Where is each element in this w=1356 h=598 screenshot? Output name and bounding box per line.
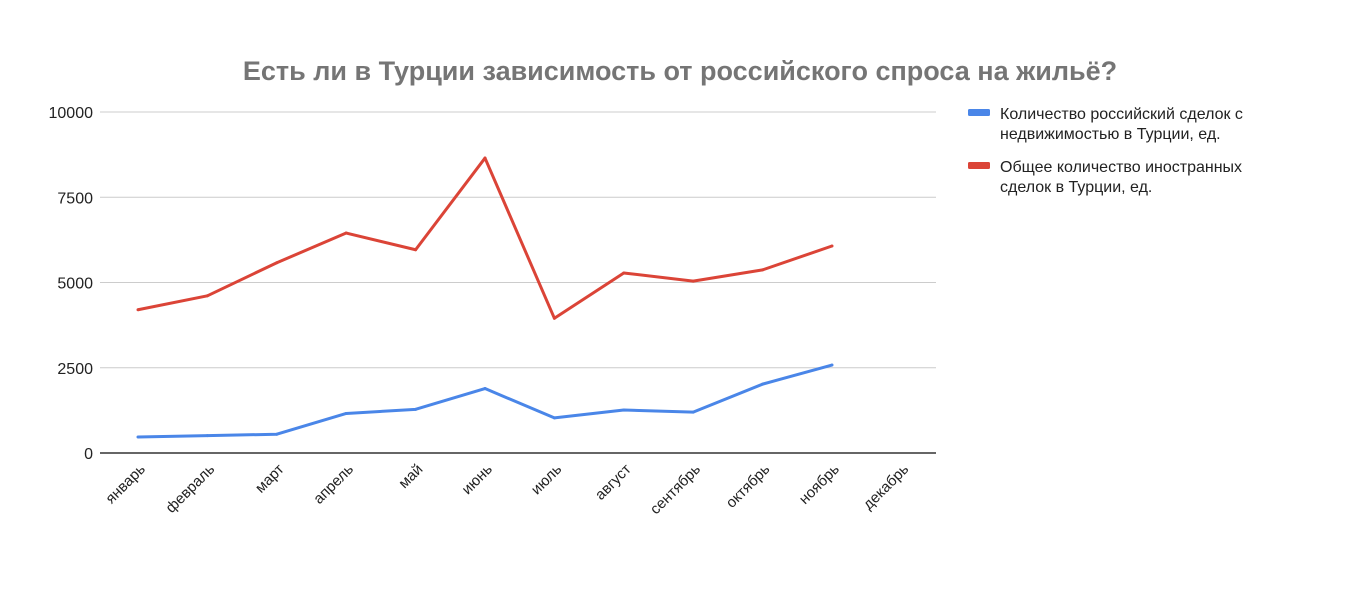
data-point-series-1: [761, 382, 765, 386]
data-point-series-1: [136, 435, 140, 439]
y-tick-label: 0: [84, 446, 93, 463]
data-point-series-2: [344, 231, 348, 235]
data-point-series-2: [483, 156, 487, 160]
legend-label-2: Общее количество иностранных: [1000, 159, 1242, 176]
x-tick-label: июль: [528, 461, 566, 499]
series-line-1: [137, 363, 833, 439]
legend-label-1: недвижимостью в Турции, ед.: [1000, 126, 1221, 143]
data-point-series-1: [414, 407, 418, 411]
data-point-series-2: [552, 316, 556, 320]
x-tick-label: апрель: [310, 461, 357, 508]
data-point-series-2: [136, 308, 140, 312]
y-tick-label: 7500: [57, 190, 93, 207]
data-point-series-1: [691, 410, 695, 414]
data-point-series-1: [275, 432, 279, 436]
x-tick-label: февраль: [162, 461, 218, 517]
x-tick-label: март: [252, 461, 288, 497]
series-line-2: [137, 156, 833, 320]
data-point-series-2: [691, 279, 695, 283]
data-point-series-2: [414, 248, 418, 252]
legend-label-2: сделок в Турции, ед.: [1000, 179, 1152, 196]
data-point-series-1: [205, 434, 209, 438]
y-tick-label: 5000: [57, 276, 93, 293]
data-point-series-2: [761, 268, 765, 272]
data-point-series-2: [830, 244, 834, 248]
data-point-series-1: [622, 408, 626, 412]
x-tick-label: октябрь: [723, 461, 774, 512]
legend-swatch-2: [968, 162, 990, 169]
chart-title: Есть ли в Турции зависимость от российск…: [243, 56, 1117, 86]
y-tick-label: 10000: [49, 105, 94, 122]
data-point-series-2: [622, 271, 626, 275]
legend-label-1: Количество российский сделок с: [1000, 106, 1243, 123]
x-tick-label: май: [395, 461, 426, 492]
data-point-series-1: [344, 411, 348, 415]
x-tick-label: ноябрь: [796, 461, 843, 508]
data-point-series-1: [552, 416, 556, 420]
legend-swatch-1: [968, 109, 990, 116]
y-tick-label: 2500: [57, 361, 93, 378]
data-point-series-1: [483, 387, 487, 391]
data-point-series-2: [205, 294, 209, 298]
x-tick-label: сентябрь: [647, 461, 704, 518]
data-point-series-2: [275, 261, 279, 265]
data-point-series-1: [830, 363, 834, 367]
x-tick-label: август: [592, 461, 635, 504]
x-tick-label: июнь: [459, 461, 496, 498]
x-tick-label: январь: [102, 461, 149, 508]
x-tick-label: декабрь: [860, 461, 913, 514]
